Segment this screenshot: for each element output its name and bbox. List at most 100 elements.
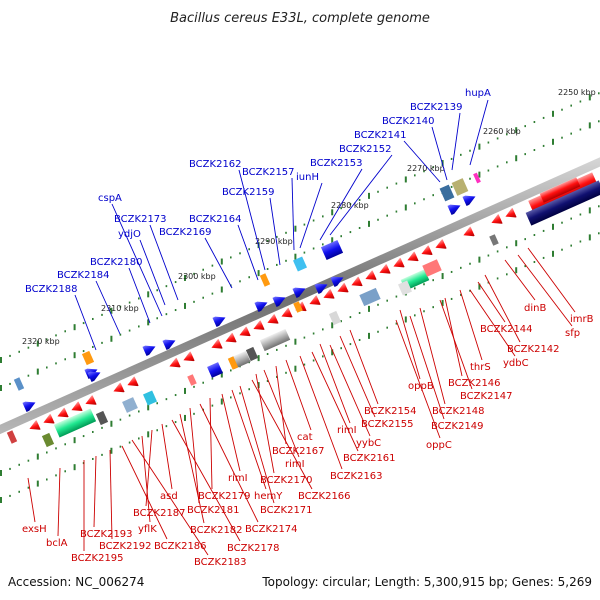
gene-label: BCZK2162 (189, 159, 242, 170)
leader-line (505, 260, 535, 300)
gene-label: BCZK2167 (272, 446, 325, 457)
tick-mark (110, 336, 112, 342)
leader-line (190, 408, 199, 503)
leader-line (460, 290, 482, 360)
gene-label: sfp (565, 328, 580, 339)
tick-mark (313, 219, 315, 221)
tick-mark (248, 388, 250, 390)
gene-block-olive (42, 433, 54, 447)
tick-mark (423, 198, 425, 200)
tick-mark (478, 144, 480, 150)
tick-mark (230, 256, 232, 258)
tick-mark (322, 328, 324, 330)
gene-label: BCZK2166 (298, 491, 351, 502)
reverse-gene-arrow (419, 245, 432, 258)
gene-block-olive (452, 178, 469, 196)
tick-mark (0, 357, 2, 363)
tick-mark (377, 331, 379, 333)
forward-gene-labels: hupA BCZK2139 BCZK2140 BCZK2141 BCZK2152… (25, 88, 491, 295)
tick-mark (396, 211, 398, 213)
genome-stats-text: Topology: circular; Length: 5,300,915 bp… (262, 575, 592, 589)
tick-mark (147, 431, 149, 437)
tick-mark (193, 413, 195, 415)
tick-mark (543, 145, 545, 147)
gene-label: BCZK2183 (194, 557, 247, 568)
gene-label: hemY (254, 491, 283, 502)
tick-mark (414, 174, 416, 176)
gene-label: imrB (570, 314, 594, 325)
leader-line (146, 430, 152, 506)
tick-mark (580, 240, 582, 242)
tick-mark (92, 346, 94, 348)
tick-mark (506, 246, 508, 248)
tick-mark (83, 435, 85, 437)
leader-line (110, 450, 112, 539)
reverse-gene-arrow (41, 414, 54, 427)
tick-mark (37, 454, 39, 460)
reverse-gene-arrow (489, 214, 502, 227)
tick-mark (46, 478, 48, 480)
tick-mark (212, 265, 214, 267)
gene-arrow-shape (462, 192, 477, 206)
tick-mark (304, 337, 306, 339)
tick-mark (193, 301, 195, 303)
tick-mark (497, 277, 499, 279)
tick-mark (580, 213, 582, 215)
tick-mark (589, 234, 591, 240)
gene-label: BCZK2186 (154, 541, 207, 552)
reverse-gene-arrow (69, 402, 82, 415)
reverse-gene-arrow (209, 339, 222, 352)
gene-block-shape (143, 390, 157, 405)
scale-label: 2260 kbp (483, 127, 521, 136)
tick-mark (221, 399, 223, 405)
tick-mark (534, 149, 536, 151)
gene-arrow-shape (307, 295, 320, 308)
tick-mark (175, 394, 177, 396)
tick-mark (488, 142, 490, 144)
gene-arrow-shape (27, 420, 40, 433)
gene-label: BCZK2188 (25, 284, 78, 295)
tick-mark (294, 226, 296, 232)
tick-mark (451, 186, 453, 188)
tick-mark (350, 343, 352, 345)
gene-block-shape (260, 329, 290, 351)
leader-line (239, 170, 265, 270)
gene-block-shape (82, 351, 94, 365)
tick-mark (212, 378, 214, 380)
gene-label: BCZK2152 (339, 144, 392, 155)
tick-mark (221, 287, 223, 293)
gene-arrow-shape (111, 383, 124, 396)
reverse-gene-arrow (405, 252, 418, 265)
tick-mark (432, 306, 434, 308)
gene-label: exsH (22, 524, 47, 535)
forward-gene-arrow (447, 201, 462, 215)
tick-mark (570, 218, 572, 220)
gene-block-shape (42, 433, 54, 447)
leader-line (264, 370, 299, 457)
tick-mark (101, 314, 103, 316)
gene-block-gray (260, 329, 290, 351)
tick-mark (386, 215, 388, 217)
tick-mark (28, 460, 30, 462)
leader-line (28, 478, 35, 522)
tick-mark (313, 359, 315, 361)
tick-mark (64, 358, 66, 360)
reverse-gene-arrow (111, 383, 124, 396)
gene-label: asd (160, 491, 178, 502)
forward-gene-arrow (462, 192, 477, 206)
gene-label: BCZK2139 (410, 102, 463, 113)
tick-mark (267, 268, 269, 270)
gene-label: rimI (285, 459, 305, 470)
gene-block-shape (187, 374, 197, 386)
gene-block-shape (489, 234, 499, 246)
tick-mark (166, 425, 168, 427)
tick-mark (313, 332, 315, 334)
gene-label: BCZK2171 (260, 505, 313, 516)
tick-mark (92, 318, 94, 320)
tick-mark (322, 215, 324, 217)
gene-label: BCZK2179 (198, 491, 251, 502)
gene-arrow-shape (377, 264, 390, 277)
gene-label: BCZK2157 (242, 167, 295, 178)
tick-mark (451, 271, 453, 273)
leader-line (350, 330, 378, 404)
